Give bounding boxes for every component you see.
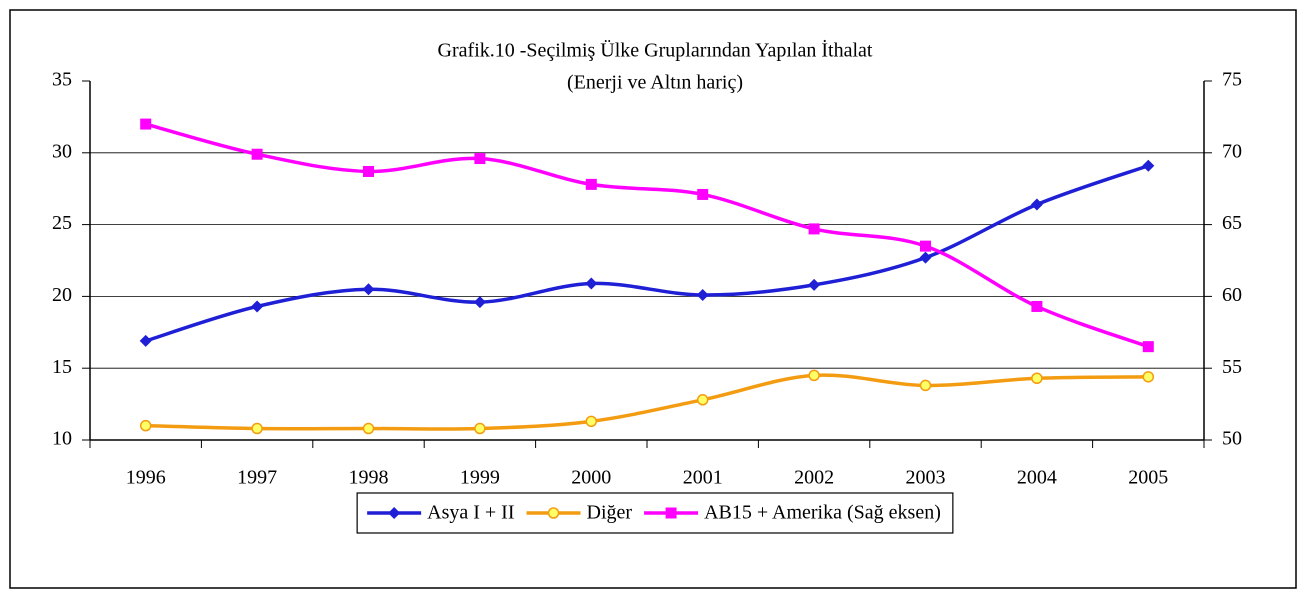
y2-tick-label: 65 <box>1222 212 1242 234</box>
marker <box>139 419 152 432</box>
legend-label: Diğer <box>587 502 633 524</box>
marker <box>696 288 709 301</box>
marker <box>473 296 486 309</box>
legend-label: AB15 + Amerika (Sağ eksen) <box>704 502 941 524</box>
marker <box>585 178 597 190</box>
y-tick-label: 30 <box>52 140 72 162</box>
marker <box>547 507 560 519</box>
x-tick-label: 2000 <box>571 467 611 489</box>
marker <box>251 422 263 435</box>
marker <box>474 422 486 435</box>
marker <box>696 394 709 406</box>
y-tick-label: 20 <box>52 284 72 306</box>
marker <box>585 415 598 428</box>
marker <box>251 148 263 160</box>
x-tick-label: 2004 <box>1017 467 1057 489</box>
marker <box>362 422 375 435</box>
marker <box>665 507 677 519</box>
marker <box>474 153 486 165</box>
y2-tick-label: 55 <box>1222 356 1242 378</box>
marker <box>919 251 932 264</box>
marker <box>1142 159 1155 172</box>
x-tick-label: 1999 <box>460 467 500 489</box>
marker <box>585 277 598 290</box>
marker <box>808 223 820 235</box>
marker <box>1030 198 1043 211</box>
x-tick-label: 1997 <box>237 467 277 489</box>
marker <box>697 188 709 200</box>
y-tick-label: 15 <box>52 356 72 378</box>
marker <box>1031 372 1043 385</box>
marker <box>363 165 374 177</box>
marker <box>808 369 820 382</box>
legend-label: Asya I + II <box>427 502 514 524</box>
marker <box>1142 371 1155 383</box>
marker <box>1142 341 1154 353</box>
chart-title: Grafik.10 -Seçilmiş Ülke Gruplarından Ya… <box>438 39 873 62</box>
y2-tick-label: 70 <box>1222 140 1242 162</box>
y2-tick-label: 50 <box>1222 428 1242 450</box>
marker <box>251 300 264 313</box>
series-line <box>145 373 1149 431</box>
legend: Asya I + II Diğer AB15 + Amerika (Sağ ekse… <box>356 492 954 534</box>
series-line <box>145 122 1149 349</box>
x-tick-label: 2005 <box>1128 467 1168 489</box>
x-tick-label: 2002 <box>794 467 834 489</box>
series-line <box>145 164 1149 343</box>
marker <box>362 283 375 296</box>
marker <box>808 278 821 291</box>
marker <box>139 334 152 347</box>
chart-subtitle: (Enerji ve Altın hariç) <box>567 72 743 94</box>
marker <box>140 118 152 130</box>
marker <box>920 240 931 252</box>
chart-border <box>9 9 1297 589</box>
marker <box>388 507 401 519</box>
x-tick-label: 2003 <box>906 467 946 489</box>
x-tick-label: 1996 <box>126 467 166 489</box>
marker <box>919 379 932 392</box>
y-tick-label: 10 <box>52 428 72 450</box>
y-tick-label: 25 <box>52 212 72 234</box>
x-tick-label: 2001 <box>683 467 723 489</box>
y-tick-label: 35 <box>52 69 72 91</box>
y2-tick-label: 60 <box>1222 284 1242 306</box>
marker <box>1031 300 1043 312</box>
y2-tick-label: 75 <box>1222 69 1242 91</box>
x-tick-label: 1998 <box>349 467 389 489</box>
